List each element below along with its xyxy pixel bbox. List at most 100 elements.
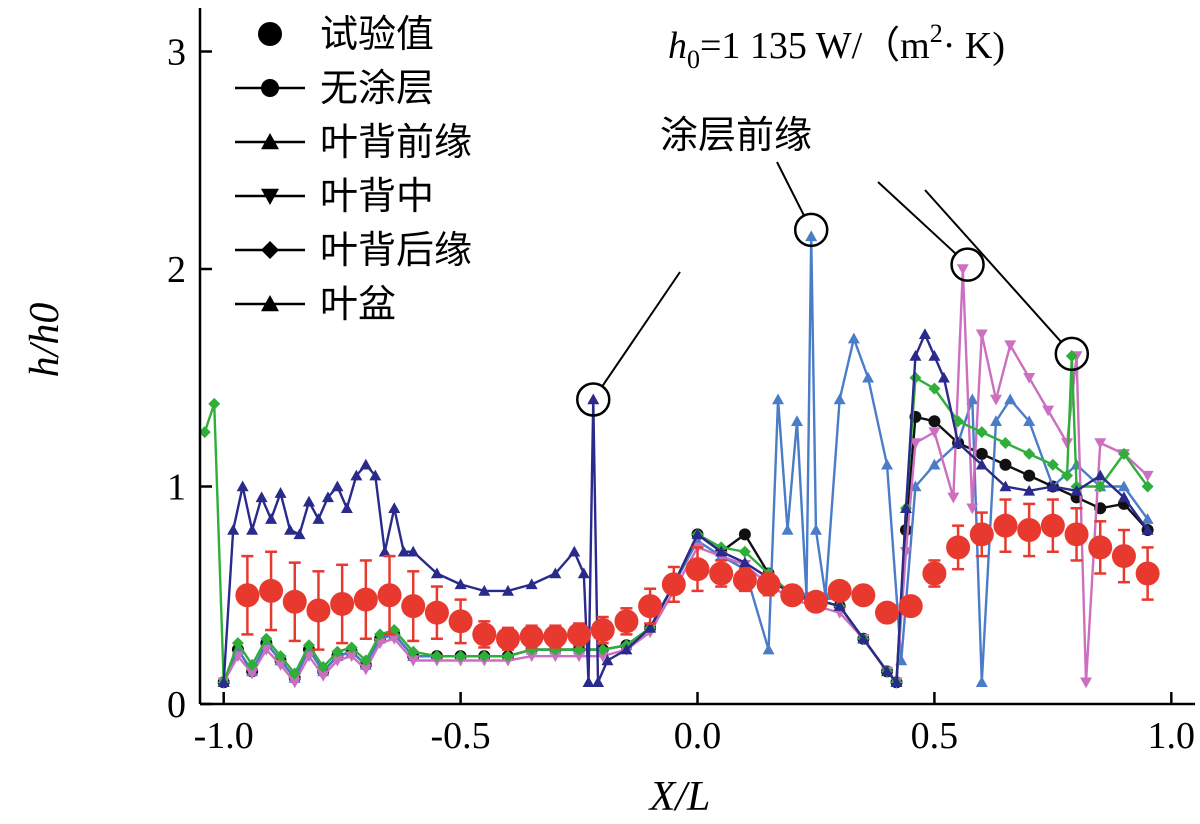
- data-point: [495, 626, 520, 651]
- data-point: [999, 480, 1012, 492]
- data-point: [975, 329, 988, 341]
- data-point: [881, 458, 894, 470]
- y-axis-title: h/h0: [22, 303, 68, 378]
- data-point: [1064, 522, 1089, 547]
- series-1: [235, 498, 1160, 651]
- data-point: [1141, 524, 1154, 535]
- data-point: [345, 641, 358, 654]
- data-point: [928, 382, 941, 395]
- data-point: [430, 650, 443, 663]
- data-point: [577, 567, 590, 579]
- legend-label: 叶背前缘: [320, 120, 472, 164]
- data-point: [407, 545, 420, 557]
- annotation-circle: [1054, 336, 1090, 372]
- data-point: [937, 371, 950, 383]
- data-point: [644, 621, 657, 633]
- data-point: [312, 513, 325, 524]
- data-point: [208, 397, 221, 410]
- data-point: [780, 583, 805, 608]
- data-point: [472, 622, 497, 647]
- data-point: [881, 665, 894, 677]
- data-point: [345, 651, 358, 663]
- data-point: [661, 572, 686, 597]
- y-tick-label: 1: [167, 467, 186, 509]
- data-point: [1004, 393, 1017, 405]
- data-point: [946, 535, 971, 560]
- data-point: [1094, 469, 1107, 481]
- annotation-circle: [793, 212, 829, 248]
- x-axis-title: X/L: [648, 774, 711, 820]
- legend-marker: [261, 188, 279, 205]
- data-point: [543, 624, 568, 649]
- data-point: [359, 654, 372, 667]
- data-point: [1094, 480, 1107, 493]
- data-point: [378, 545, 391, 557]
- annotation-leader: [601, 271, 681, 387]
- data-point: [260, 632, 273, 645]
- data-point: [573, 651, 586, 663]
- legend-item: 叶背后缘: [235, 228, 472, 272]
- y-tick-label: 2: [167, 249, 186, 291]
- data-point: [284, 524, 297, 535]
- data-point: [857, 632, 870, 644]
- data-point: [1094, 438, 1107, 449]
- y-tick-label: 3: [167, 32, 186, 74]
- data-point: [691, 528, 704, 540]
- data-point: [519, 624, 544, 649]
- data-point: [424, 600, 449, 625]
- data-point: [1023, 484, 1036, 496]
- data-point: [388, 633, 401, 645]
- data-point: [397, 545, 410, 557]
- data-point: [401, 594, 426, 619]
- data-point: [274, 650, 287, 663]
- data-point: [1080, 677, 1093, 689]
- x-tick-label: 1.0: [1148, 715, 1196, 757]
- data-point: [317, 661, 330, 674]
- data-point: [246, 668, 259, 680]
- data-point: [862, 371, 875, 383]
- data-point: [928, 350, 941, 361]
- series-line: [222, 415, 1149, 684]
- data-point: [975, 676, 988, 688]
- data-point: [582, 676, 595, 688]
- legend-item: 试验值: [258, 12, 434, 56]
- data-point: [732, 568, 757, 593]
- data-point: [756, 572, 781, 597]
- data-point: [620, 643, 633, 655]
- data-point: [448, 609, 473, 634]
- data-point: [614, 609, 639, 634]
- data-point: [738, 528, 751, 541]
- data-point: [738, 556, 751, 568]
- coating-leading-edge-label: 涂层前缘: [660, 113, 812, 157]
- data-point: [918, 328, 931, 340]
- data-point: [227, 524, 240, 535]
- data-point: [990, 415, 1002, 427]
- data-point: [1017, 518, 1042, 542]
- data-point: [1046, 480, 1059, 492]
- legend-item: 叶背中: [235, 174, 434, 218]
- data-point: [909, 350, 922, 361]
- legend-label: 叶背后缘: [320, 228, 472, 272]
- data-point: [1042, 405, 1055, 417]
- data-point: [1117, 447, 1130, 460]
- annotation-leader: [877, 181, 957, 255]
- legend-label: 叶盆: [320, 282, 396, 326]
- data-point: [809, 524, 822, 535]
- data-point: [1061, 438, 1074, 449]
- y-tick-label: 0: [167, 684, 186, 726]
- axes: -1.0 -0.5 0.0 0.5 1.0 0 1 2 3: [167, 8, 1195, 757]
- data-point: [246, 658, 259, 671]
- data-point: [260, 644, 273, 656]
- legend-item: 无涂层: [235, 66, 434, 110]
- data-point: [231, 637, 244, 650]
- data-point: [265, 513, 278, 524]
- data-point: [282, 589, 307, 614]
- series-2: [217, 410, 1154, 689]
- data-point: [847, 332, 860, 344]
- x-tick-label: -0.5: [431, 715, 491, 757]
- data-point: [1070, 484, 1083, 496]
- legend-marker: [261, 133, 279, 150]
- data-point: [430, 567, 443, 579]
- data-point: [993, 513, 1018, 538]
